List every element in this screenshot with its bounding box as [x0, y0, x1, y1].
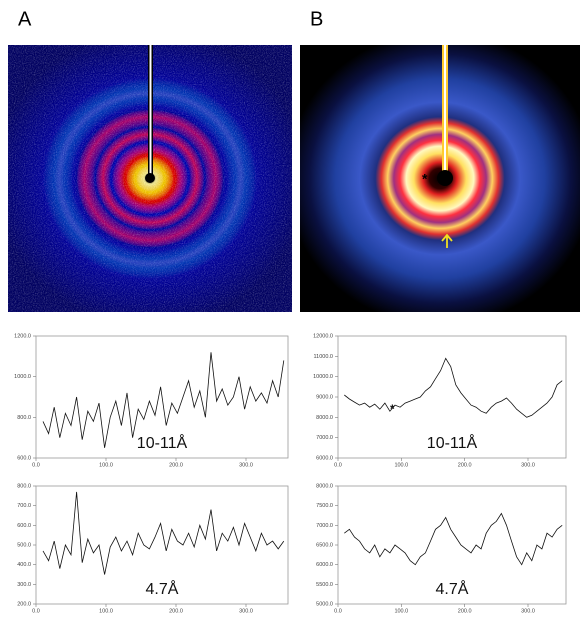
y-tick-label: 7000.0: [316, 435, 333, 441]
y-tick-label: 7000.0: [316, 523, 333, 529]
y-tick-label: 8000.0: [316, 415, 333, 421]
x-tick-label: 100.0: [99, 462, 113, 468]
x-tick-label: 0.0: [32, 608, 40, 614]
x-tick-label: 0.0: [32, 462, 40, 468]
x-tick-label: 200.0: [169, 608, 183, 614]
y-tick-label: 12000.0: [313, 333, 333, 339]
trace: [344, 357, 563, 418]
x-tick-label: 100.0: [394, 608, 408, 614]
y-tick-label: 6500.0: [316, 542, 333, 548]
image-b: [300, 45, 580, 312]
trace: [42, 491, 285, 575]
y-tick-label: 5000.0: [316, 601, 333, 607]
trace: [42, 352, 285, 448]
annotation: *: [422, 171, 428, 187]
panel-label: B: [310, 8, 323, 30]
chart-label: 4.7Å: [436, 579, 469, 598]
y-tick-label: 11000.0: [314, 354, 333, 360]
x-tick-label: 200.0: [458, 608, 472, 614]
y-tick-label: 400.0: [17, 562, 31, 568]
plot-frame: [337, 335, 567, 459]
y-tick-label: 9000.0: [316, 394, 333, 400]
x-tick-label: 200.0: [458, 462, 472, 468]
x-tick-label: 200.0: [169, 462, 183, 468]
chart-label: 10-11Å: [137, 433, 188, 452]
y-tick-label: 1000.0: [14, 374, 31, 380]
panel-label: A: [18, 8, 32, 30]
chart-label: 10-11Å: [427, 433, 478, 452]
y-tick-label: 1200.0: [14, 333, 31, 339]
chart-label: 4.7Å: [146, 579, 179, 598]
x-tick-label: 100.0: [394, 462, 408, 468]
trace: [344, 512, 563, 566]
y-tick-label: 7500.0: [316, 503, 333, 509]
y-tick-label: 700.0: [17, 503, 31, 509]
y-tick-label: 200.0: [17, 601, 31, 607]
y-tick-label: 6000.0: [316, 562, 333, 568]
image-a: [8, 45, 292, 312]
annotation: *: [390, 402, 395, 416]
y-tick-label: 6000.0: [316, 455, 333, 461]
y-tick-label: 600.0: [17, 455, 31, 461]
y-tick-label: 8000.0: [316, 483, 333, 489]
x-tick-label: 0.0: [334, 462, 342, 468]
x-tick-label: 100.0: [99, 608, 113, 614]
y-tick-label: 500.0: [17, 542, 31, 548]
x-tick-label: 300.0: [239, 608, 253, 614]
y-tick-label: 300.0: [17, 582, 31, 588]
x-tick-label: 300.0: [521, 608, 535, 614]
y-tick-label: 800.0: [17, 483, 31, 489]
x-tick-label: 0.0: [334, 608, 342, 614]
y-tick-label: 800.0: [17, 415, 31, 421]
y-tick-label: 10000.0: [313, 374, 333, 380]
x-tick-label: 300.0: [521, 462, 535, 468]
y-tick-label: 5500.0: [316, 582, 333, 588]
y-tick-label: 600.0: [17, 523, 31, 529]
plot-frame: [337, 485, 567, 605]
x-tick-label: 300.0: [239, 462, 253, 468]
